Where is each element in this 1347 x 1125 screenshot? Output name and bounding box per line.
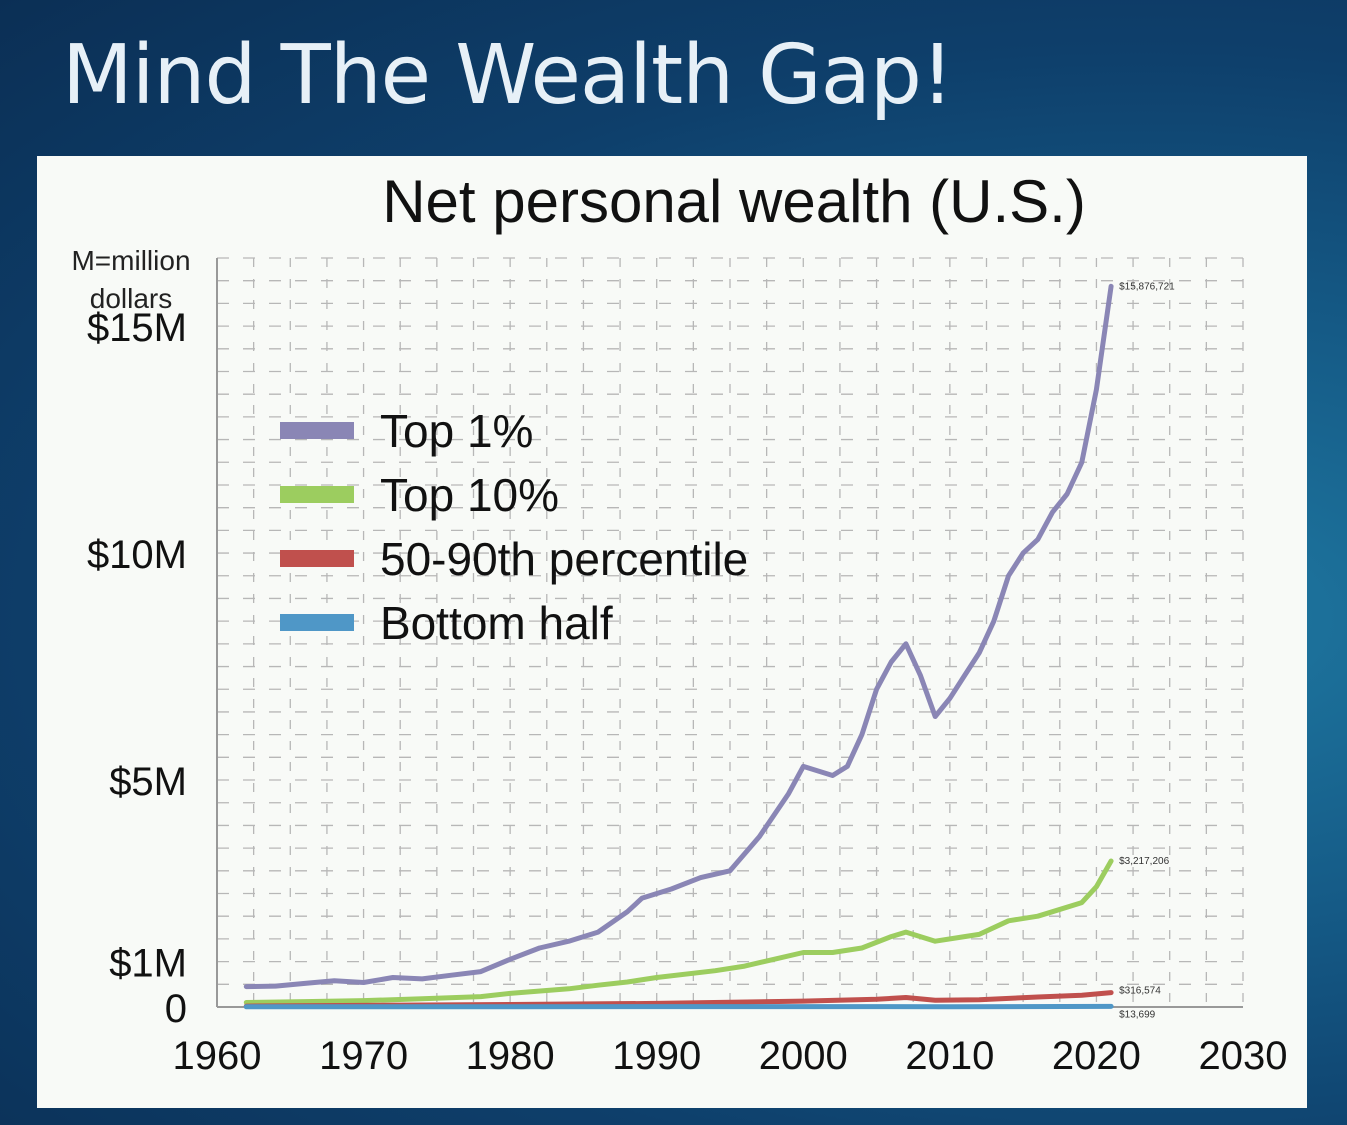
legend-label: Top 10% bbox=[380, 469, 559, 521]
legend-swatch bbox=[280, 550, 354, 567]
legend-swatch bbox=[280, 422, 354, 439]
series-end-label: $15,876,721 bbox=[1119, 281, 1175, 292]
y-tick-label: $15M bbox=[87, 306, 187, 350]
series-line bbox=[243, 283, 1114, 990]
series-lines bbox=[243, 283, 1114, 1010]
x-tick-label: 2010 bbox=[905, 1034, 994, 1078]
x-tick-label: 2020 bbox=[1052, 1034, 1141, 1078]
y-tick-label: $10M bbox=[87, 533, 187, 577]
legend-swatch bbox=[280, 614, 354, 631]
x-tick-label: 2030 bbox=[1199, 1034, 1288, 1078]
x-tick-label: 2000 bbox=[759, 1034, 848, 1078]
x-tick-label: 1980 bbox=[466, 1034, 555, 1078]
legend-label: 50-90th percentile bbox=[380, 533, 748, 585]
slide-title: Mind The Wealth Gap! bbox=[62, 28, 954, 123]
legend-swatch bbox=[280, 486, 354, 503]
y-tick-label: $1M bbox=[109, 942, 187, 986]
chart-title: Net personal wealth (U.S.) bbox=[382, 168, 1086, 235]
y-unit-note-line2: dollars bbox=[90, 283, 172, 314]
x-tick-label: 1970 bbox=[319, 1034, 408, 1078]
end-labels: $15,876,721 $3,217,206 $316,574 $13,699 bbox=[1119, 281, 1175, 1020]
wealth-line-chart: Net personal wealth (U.S.) M=million dol… bbox=[71, 168, 1288, 1078]
series-end-label: $13,699 bbox=[1119, 1009, 1156, 1020]
legend-label: Top 1% bbox=[380, 405, 533, 457]
series-end-label: $3,217,206 bbox=[1119, 856, 1169, 867]
x-tick-label: 1960 bbox=[173, 1034, 262, 1078]
series-line bbox=[243, 858, 1114, 1005]
y-unit-note-line1: M=million bbox=[71, 245, 190, 276]
legend: Top 1% Top 10% 50-90th percentile Bottom ha… bbox=[280, 405, 748, 649]
y-tick-label: 0 bbox=[165, 987, 187, 1031]
y-tick-label: $5M bbox=[109, 760, 187, 804]
series-end-label: $316,574 bbox=[1119, 986, 1161, 997]
chart-panel: Net personal wealth (U.S.) M=million dol… bbox=[37, 156, 1307, 1108]
axes: 0$1M $5M $10M $15M 1960 1970 1980 1990 2000 2010 2… bbox=[87, 258, 1288, 1078]
x-tick-label: 1990 bbox=[612, 1034, 701, 1078]
legend-label: Bottom half bbox=[380, 597, 613, 649]
